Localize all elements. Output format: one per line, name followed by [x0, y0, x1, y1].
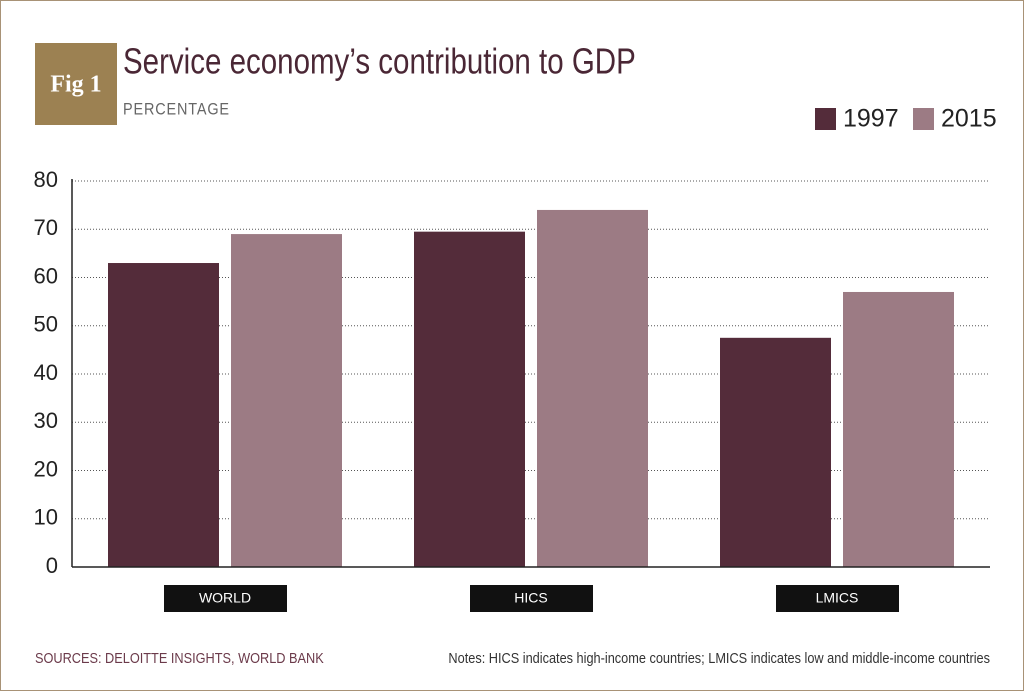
sources: SOURCES: DELOITTE INSIGHTS, WORLD BANK: [35, 649, 324, 666]
y-tick-label: 30: [34, 408, 58, 433]
legend-swatch: [913, 108, 934, 130]
category-box: [470, 585, 593, 612]
bar: [414, 231, 525, 567]
legend-label: 1997: [843, 105, 899, 133]
legend-swatch: [815, 108, 836, 130]
y-tick-label: 40: [34, 360, 58, 385]
y-tick-label: 10: [34, 505, 58, 530]
category-box: [164, 585, 287, 612]
y-tick-label: 60: [34, 263, 58, 288]
badge: Fig 1: [50, 72, 101, 98]
bar: [108, 263, 219, 567]
chart-title: Service economy’s contribution to GDP: [123, 41, 636, 81]
y-tick-label: 50: [34, 312, 58, 337]
x-tick-label: WORLD: [199, 590, 251, 606]
y-tick-label: 70: [34, 215, 58, 240]
x-tick-label: HICS: [514, 590, 547, 606]
chart-subtitle: PERCENTAGE: [123, 100, 230, 118]
legend-label: 2015: [941, 105, 997, 133]
bar: [843, 291, 954, 567]
bar: [720, 337, 831, 567]
y-tick-label: 80: [34, 167, 58, 192]
bar: [537, 209, 648, 567]
notes: Notes: HICS indicates high-income countr…: [448, 649, 990, 666]
x-tick-label: LMICS: [816, 590, 859, 606]
category-box: [776, 585, 899, 612]
badge-box: [35, 43, 117, 125]
y-tick-label: 0: [46, 553, 58, 578]
bar: [231, 234, 342, 567]
y-tick-label: 20: [34, 456, 58, 481]
